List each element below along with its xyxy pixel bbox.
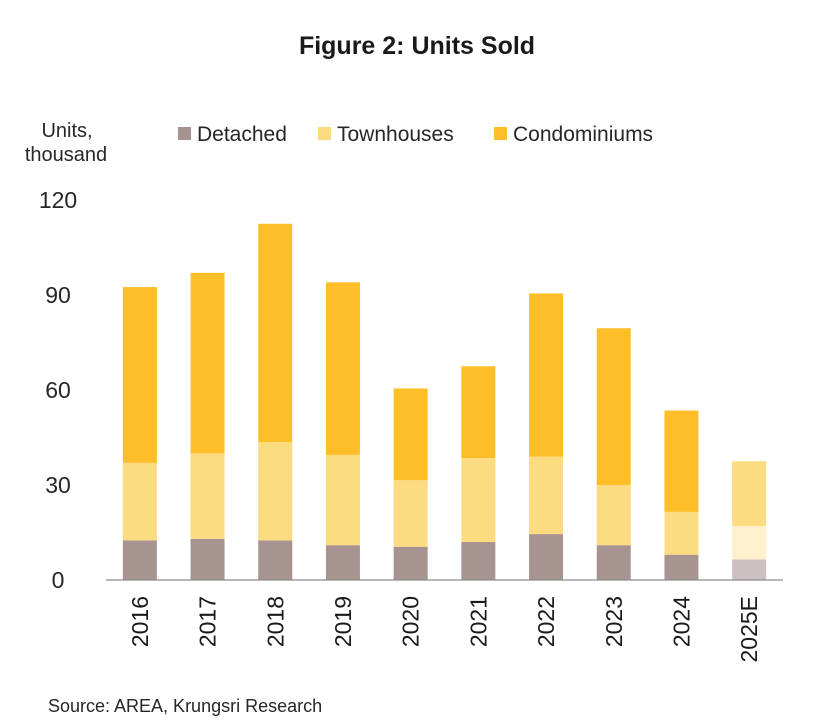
bar-stack-2019 bbox=[325, 282, 360, 580]
bar-condominiums-2022 bbox=[529, 293, 564, 457]
bar-stack-2024 bbox=[664, 410, 699, 580]
bar-detached-2022 bbox=[529, 534, 564, 580]
x-tick-label: 2018 bbox=[262, 596, 288, 647]
y-tick-label: 90 bbox=[45, 282, 71, 308]
bar-stack-2023 bbox=[596, 328, 631, 580]
legend-swatch-detached bbox=[178, 127, 191, 140]
y-axis-label-line-2: thousand bbox=[25, 144, 107, 166]
x-tick-label: 2023 bbox=[601, 596, 627, 647]
bar-townhouses-2022 bbox=[529, 456, 564, 535]
y-axis-label-line-1: Units, bbox=[41, 120, 92, 142]
x-tick-label: 2017 bbox=[195, 596, 221, 647]
bar-condominiums-2017 bbox=[190, 272, 225, 454]
y-tick-label: 120 bbox=[39, 187, 77, 213]
chart-title: Figure 2: Units Sold bbox=[299, 32, 535, 60]
bar-townhouses-2025E bbox=[732, 526, 767, 560]
bar-stack-2017 bbox=[190, 272, 225, 580]
y-tick-label: 0 bbox=[52, 567, 65, 593]
legend: Detached Townhouses Condominiums bbox=[178, 123, 653, 146]
bars bbox=[122, 223, 767, 580]
bar-detached-2019 bbox=[325, 545, 360, 580]
bar-detached-2018 bbox=[258, 540, 293, 580]
x-tick-label: 2019 bbox=[330, 596, 356, 647]
legend-label-detached: Detached bbox=[197, 123, 287, 146]
bar-townhouses-2019 bbox=[325, 454, 360, 546]
legend-swatch-townhouses bbox=[318, 127, 331, 140]
bar-condominiums-2020 bbox=[393, 388, 428, 481]
bar-detached-2024 bbox=[664, 554, 699, 580]
bar-stack-2022 bbox=[529, 293, 564, 580]
bar-townhouses-2016 bbox=[122, 462, 157, 541]
source-note: Source: AREA, Krungsri Research bbox=[48, 696, 322, 716]
x-tick-label: 2016 bbox=[127, 596, 153, 647]
bar-detached-2016 bbox=[122, 540, 157, 580]
bar-detached-2021 bbox=[461, 542, 496, 580]
bar-condominiums-2016 bbox=[122, 287, 157, 463]
y-tick-label: 60 bbox=[45, 377, 71, 403]
bar-stack-2020 bbox=[393, 388, 428, 580]
bar-condominiums-2019 bbox=[325, 282, 360, 455]
legend-label-condominiums: Condominiums bbox=[513, 123, 653, 146]
bar-townhouses-2018 bbox=[258, 442, 293, 541]
bar-townhouses-2017 bbox=[190, 453, 225, 539]
y-axis-ticks: 0 30 60 90 120 bbox=[39, 187, 77, 593]
bar-detached-2023 bbox=[596, 545, 631, 580]
x-tick-label: 2021 bbox=[465, 596, 491, 647]
bar-townhouses-2021 bbox=[461, 458, 496, 542]
legend-label-townhouses: Townhouses bbox=[337, 123, 454, 146]
x-tick-label: 2022 bbox=[533, 596, 559, 647]
bar-stack-2016 bbox=[122, 287, 157, 580]
bar-condominiums-2024 bbox=[664, 410, 699, 512]
bar-condominiums-2018 bbox=[258, 223, 293, 443]
bar-townhouses-2023 bbox=[596, 485, 631, 546]
x-tick-label: 2025E bbox=[736, 596, 762, 663]
bar-condominiums-2023 bbox=[596, 328, 631, 485]
bar-stack-2021 bbox=[461, 366, 496, 580]
y-tick-label: 30 bbox=[45, 472, 71, 498]
bar-townhouses-2020 bbox=[393, 480, 428, 547]
x-axis-ticks: 2016 2017 2018 2019 2020 2021 2022 2023 2024 2025… bbox=[127, 596, 762, 663]
bar-stack-2025E bbox=[732, 461, 767, 580]
bar-townhouses-2024 bbox=[664, 511, 699, 555]
x-tick-label: 2020 bbox=[398, 596, 424, 647]
bar-condominiums-2021 bbox=[461, 366, 496, 459]
x-tick-label: 2024 bbox=[669, 596, 695, 647]
bar-condominiums-2025E bbox=[732, 461, 767, 527]
bar-detached-2017 bbox=[190, 538, 225, 580]
bar-stack-2018 bbox=[258, 223, 293, 580]
bar-detached-2020 bbox=[393, 546, 428, 580]
bar-detached-2025E bbox=[732, 559, 767, 580]
legend-swatch-condominiums bbox=[494, 127, 507, 140]
